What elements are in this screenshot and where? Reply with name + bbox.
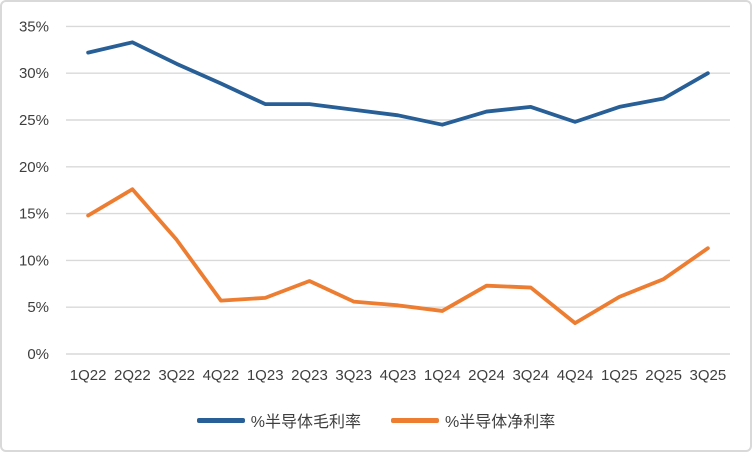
- x-tick-label: 2Q22: [114, 367, 151, 384]
- y-tick-label: 0%: [27, 346, 49, 363]
- gross-margin-line-marker: [196, 417, 245, 423]
- x-tick-label: 1Q23: [247, 367, 284, 384]
- y-tick-label: 30%: [19, 65, 49, 82]
- x-tick-label: 3Q22: [158, 367, 195, 384]
- x-tick-label: 2Q23: [291, 367, 328, 384]
- net-margin-line: [86, 187, 710, 326]
- x-tick-label: 1Q22: [70, 367, 107, 384]
- plot-area: 0% 5% 10% 15% 20% 25% 30% 35% 1Q22 2Q22 3Q22 4Q22 1Q…: [19, 18, 730, 384]
- legend: %半导体毛利率 %半导体净利率: [2, 408, 750, 432]
- legend-item-gross-margin: %半导体毛利率: [196, 408, 361, 432]
- x-tick-label: 4Q22: [203, 367, 240, 384]
- legend-item-net-margin: %半导体净利率: [391, 408, 555, 432]
- x-tick-label: 2Q24: [468, 367, 505, 384]
- x-tick-label: 3Q24: [512, 367, 549, 384]
- x-tick-label: 4Q23: [380, 367, 417, 384]
- y-tick-label: 5%: [27, 299, 49, 316]
- x-tick-label: 1Q25: [601, 367, 638, 384]
- x-tick-label: 1Q24: [424, 367, 461, 384]
- x-tick-label: 3Q23: [335, 367, 372, 384]
- y-tick-label: 35%: [19, 18, 49, 35]
- y-tick-label: 25%: [19, 112, 49, 129]
- x-tick-label: 4Q24: [557, 367, 594, 384]
- y-tick-label: 15%: [19, 206, 49, 223]
- gross-margin-line: [86, 40, 710, 127]
- y-tick-label: 20%: [19, 159, 49, 176]
- legend-label-gross-margin: %半导体毛利率: [250, 414, 361, 431]
- net-margin-line-marker: [391, 417, 439, 423]
- legend-label-net-margin: %半导体净利率: [445, 414, 556, 431]
- y-tick-label: 10%: [19, 252, 49, 269]
- x-tick-label: 2Q25: [645, 367, 682, 384]
- x-tick-label: 3Q25: [690, 367, 727, 384]
